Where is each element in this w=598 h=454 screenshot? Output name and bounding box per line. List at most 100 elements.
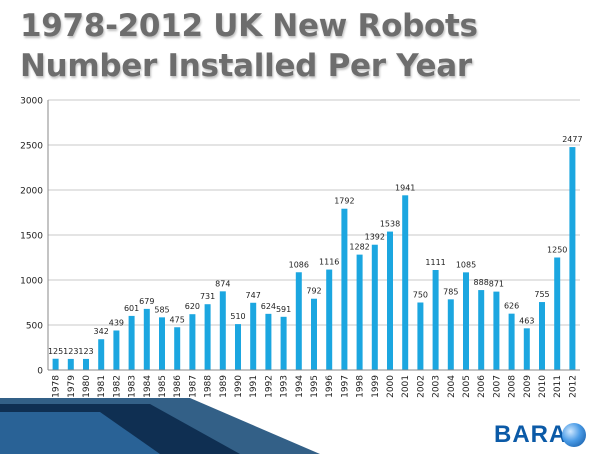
y-tick-label: 2500 [20, 142, 43, 152]
data-label: 342 [94, 327, 109, 336]
x-tick-label: 1988 [204, 375, 214, 398]
y-tick-label: 1500 [20, 232, 43, 242]
data-label: 620 [185, 302, 200, 311]
data-label: 510 [230, 312, 245, 321]
page-title: 1978-2012 UK New Robots Number Installed… [20, 8, 478, 84]
x-tick-label: 2012 [568, 375, 578, 398]
y-axis-ticks: 0 500 1000 1500 2000 2500 3000 [20, 97, 43, 377]
x-tick-label: 1984 [143, 375, 153, 398]
bar [128, 315, 135, 370]
x-tick-label: 2007 [492, 375, 502, 398]
x-tick-label: 1991 [249, 375, 259, 398]
data-label: 1250 [547, 246, 567, 255]
x-tick-label: 2005 [462, 375, 472, 398]
data-label: 785 [443, 287, 458, 296]
x-tick-label: 1978 [52, 375, 62, 398]
bar [265, 313, 272, 370]
bar [478, 290, 485, 370]
bar [204, 304, 211, 370]
x-tick-label: 1983 [128, 375, 138, 398]
bara-logo: BARA [490, 422, 590, 448]
x-tick-label: 1990 [234, 375, 244, 398]
x-tick-label: 1995 [310, 375, 320, 398]
bar [83, 358, 89, 370]
x-tick-label: 1996 [325, 375, 335, 398]
y-tick-label: 500 [26, 322, 43, 332]
y-tick-label: 1000 [20, 277, 43, 287]
bar [113, 330, 120, 370]
bar [539, 302, 545, 370]
x-tick-label: 1985 [158, 375, 168, 398]
data-label: 123 [63, 347, 78, 356]
bar [432, 270, 439, 370]
bar [554, 257, 561, 370]
x-tick-label: 2001 [401, 375, 411, 398]
x-tick-label: 1980 [82, 375, 92, 398]
x-tick-label: 2003 [432, 375, 442, 398]
bar [463, 272, 469, 370]
x-tick-label: 1999 [371, 375, 381, 398]
data-label: 731 [200, 292, 215, 301]
bar [295, 272, 302, 370]
data-label: 747 [246, 291, 261, 300]
data-label: 1085 [456, 260, 476, 269]
bar [280, 316, 287, 370]
bar [387, 231, 393, 370]
x-tick-label: 2009 [523, 375, 533, 398]
x-tick-label: 1998 [356, 375, 366, 398]
data-label: 1282 [349, 243, 369, 252]
logo-text: BARA [494, 421, 568, 448]
data-label: 475 [170, 315, 185, 324]
data-label: 463 [519, 316, 534, 325]
axes [47, 100, 580, 371]
data-label: 1116 [319, 258, 339, 267]
data-label: 439 [109, 318, 124, 327]
bar [341, 208, 348, 370]
bar [356, 254, 363, 370]
y-tick-label: 0 [37, 367, 43, 377]
y-tick-label: 2000 [20, 187, 43, 197]
bar [569, 147, 576, 370]
bar [52, 358, 59, 370]
bar [447, 299, 454, 370]
bars [52, 147, 576, 370]
data-label: 2477 [562, 135, 582, 144]
bar [493, 291, 500, 370]
data-label: 1086 [289, 260, 309, 269]
x-tick-label: 1997 [340, 375, 350, 398]
bar [371, 244, 378, 370]
x-tick-label: 1992 [264, 375, 274, 398]
value-labels: 125 123 1233424396016795854756207318745107… [48, 135, 583, 356]
bar [174, 327, 181, 370]
x-tick-label: 2000 [386, 375, 396, 398]
x-tick-label: 2011 [553, 375, 563, 398]
data-label: 624 [261, 302, 276, 311]
x-tick-label: 2006 [477, 375, 487, 398]
x-tick-label: 2010 [538, 375, 548, 398]
bar [219, 291, 226, 370]
data-label: 1538 [380, 220, 400, 229]
data-label: 888 [474, 278, 489, 287]
data-label: 591 [276, 305, 291, 314]
data-label: 1111 [425, 258, 445, 267]
bar [402, 195, 409, 370]
data-label: 601 [124, 304, 139, 313]
bar [250, 302, 257, 370]
x-tick-label: 1982 [112, 375, 122, 398]
x-tick-label: 2004 [447, 375, 457, 398]
bar [189, 314, 196, 370]
bar [67, 358, 74, 370]
data-label: 123 [78, 347, 93, 356]
data-label: 585 [154, 305, 169, 314]
data-label: 755 [534, 290, 549, 299]
x-tick-label: 1986 [173, 375, 183, 398]
x-tick-label: 1987 [188, 375, 198, 398]
data-label: 125 [48, 347, 63, 356]
x-axis-ticks: 1978 1979 1980 1981 1982 1983 1984 1985 1986 1987… [52, 375, 579, 398]
data-label: 792 [306, 287, 321, 296]
x-tick-label: 1989 [219, 375, 229, 398]
data-label: 871 [489, 280, 504, 289]
x-tick-label: 1994 [295, 375, 305, 398]
